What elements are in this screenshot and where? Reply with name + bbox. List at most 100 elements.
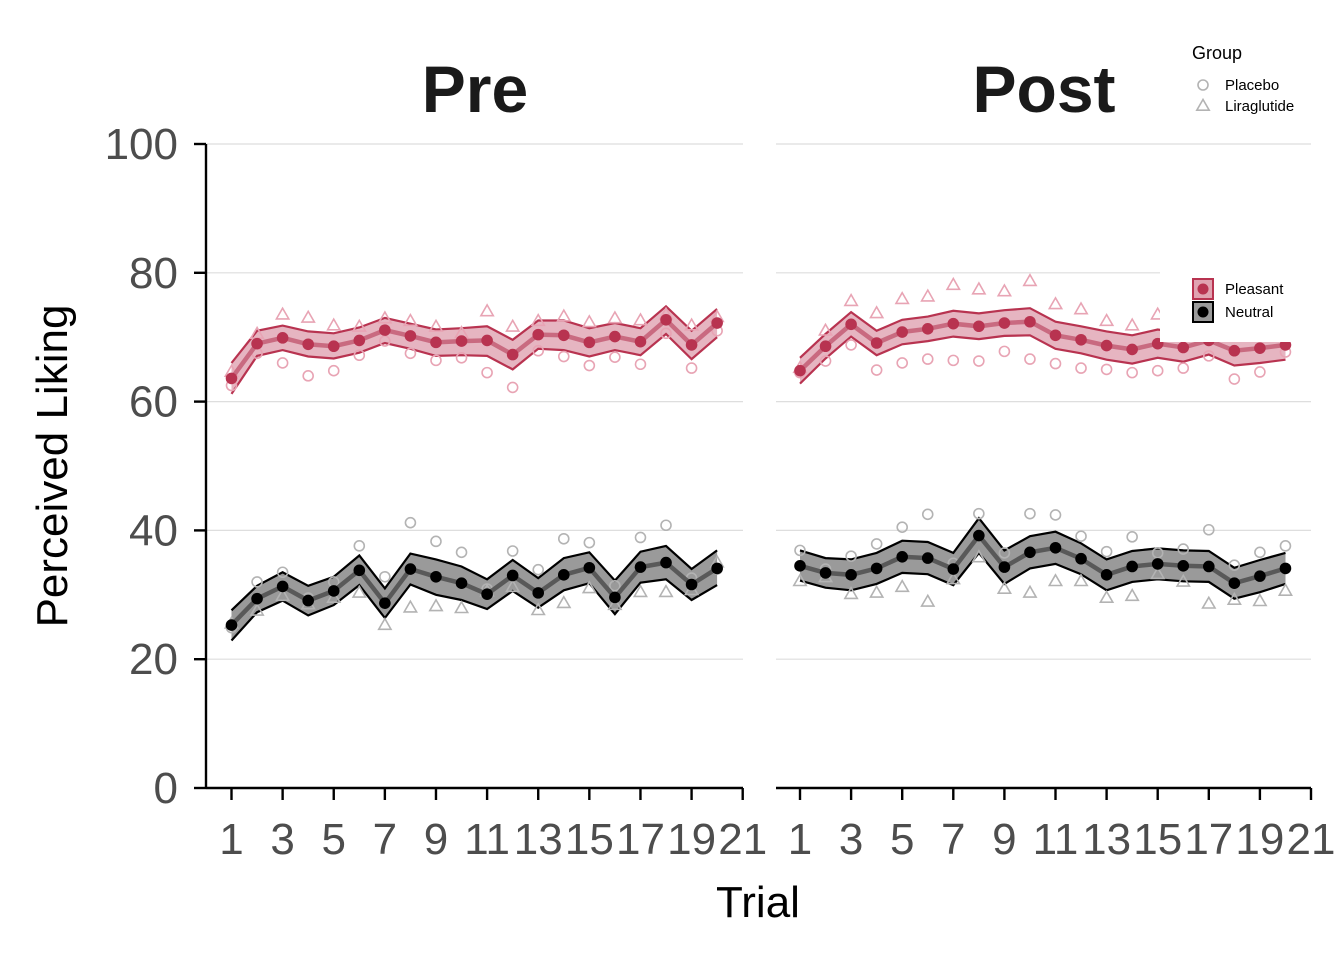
ci-upper-line [230, 544, 718, 612]
mean-point [353, 564, 366, 577]
placebo-point [1228, 373, 1241, 385]
liraglutide-point [996, 283, 1012, 297]
mean-point [1075, 333, 1087, 346]
placebo-point [1024, 507, 1036, 520]
mean-point [276, 580, 289, 593]
placebo-point [506, 545, 519, 557]
placebo-point [379, 570, 391, 583]
placebo-point [1177, 362, 1190, 374]
legend-neutral-dot [1197, 306, 1209, 318]
placebo-point [481, 366, 493, 379]
placebo-point [973, 355, 985, 367]
liraglutide-point [996, 580, 1012, 595]
liraglutide-point [894, 291, 910, 305]
mean-point [251, 592, 263, 605]
liraglutide-point [1277, 582, 1293, 597]
placebo-point [921, 353, 934, 365]
panel-title: Pre [422, 52, 528, 126]
mean-point [660, 314, 672, 326]
x-tick-label: 13 [514, 815, 563, 864]
mean-point [1254, 342, 1266, 354]
mean-point [711, 317, 723, 329]
liraglutide-point [1150, 566, 1166, 580]
placebo-point [1151, 547, 1164, 559]
y-tick-label: 20 [129, 635, 178, 684]
placebo-point [353, 349, 366, 362]
liraglutide-point [1073, 573, 1089, 587]
placebo-point [1126, 531, 1138, 543]
mean-point [1177, 341, 1190, 354]
legend-condition-box [1160, 270, 1344, 342]
liraglutide-point [818, 322, 834, 336]
ci-upper-line [230, 304, 718, 364]
x-tick-label: 1 [788, 815, 812, 864]
liraglutide-point [1226, 591, 1242, 606]
mean-point [685, 578, 698, 591]
liraglutide-point [971, 281, 987, 295]
mean-point [998, 317, 1011, 329]
placebo-point [302, 370, 314, 382]
placebo-point [998, 345, 1011, 358]
series-pleasant [792, 273, 1293, 385]
ci-upper-line [799, 516, 1286, 570]
series-pleasant [223, 303, 725, 395]
liraglutide-point [945, 276, 961, 291]
liraglutide-point [351, 584, 367, 598]
placebo-point [1203, 523, 1215, 536]
y-tick-label: 100 [105, 120, 178, 169]
liraglutide-point [1099, 589, 1115, 604]
placebo-point [1075, 530, 1087, 542]
y-tick-label: 80 [129, 249, 178, 298]
placebo-point [1075, 362, 1087, 374]
mean-point [685, 339, 698, 351]
placebo-point [1228, 559, 1241, 571]
placebo-point [1100, 363, 1113, 376]
liraglutide-point [1047, 573, 1064, 587]
liraglutide-point [607, 597, 623, 611]
mean-point [276, 332, 289, 344]
placebo-point [1279, 540, 1292, 552]
placebo-point [609, 351, 621, 363]
liraglutide-point [843, 586, 859, 600]
x-tick-label: 17 [1184, 815, 1233, 864]
liraglutide-point [920, 288, 936, 302]
placebo-point [327, 364, 340, 377]
y-tick-label: 40 [129, 506, 178, 555]
mean-point [896, 551, 908, 563]
ci-ribbon [231, 306, 718, 394]
legend-group-label: Placebo [1225, 77, 1279, 94]
liraglutide-point [920, 593, 936, 607]
liraglutide-point [894, 579, 910, 593]
mean-point [583, 561, 596, 574]
mean-point [1100, 569, 1113, 581]
placebo-point [276, 566, 289, 579]
legend-pleasant-dot [1197, 283, 1209, 295]
mean-point [845, 318, 857, 331]
mean-point [1024, 315, 1036, 328]
placebo-point [634, 358, 647, 371]
mean-point [481, 588, 493, 600]
legend-condition-label: Pleasant [1225, 281, 1284, 298]
liraglutide-point [505, 578, 521, 593]
placebo-point [583, 536, 596, 549]
legend-group-box [1160, 30, 1344, 128]
placebo-point [1177, 543, 1190, 555]
mean-point [455, 577, 468, 590]
placebo-point [532, 344, 545, 357]
x-tick-label: 7 [941, 815, 965, 864]
mean-point [302, 338, 314, 351]
liraglutide-point [300, 309, 316, 323]
liraglutide-point [632, 584, 648, 598]
placebo-point [1254, 546, 1266, 559]
x-tick-label: 17 [616, 815, 665, 864]
mean-point [583, 336, 596, 349]
ci-lower-line [799, 551, 1286, 600]
mean-point [609, 591, 621, 604]
mean-point [225, 372, 238, 385]
mean-point [1126, 343, 1138, 356]
placebo-point [557, 532, 570, 545]
x-tick-label: 5 [890, 815, 914, 864]
